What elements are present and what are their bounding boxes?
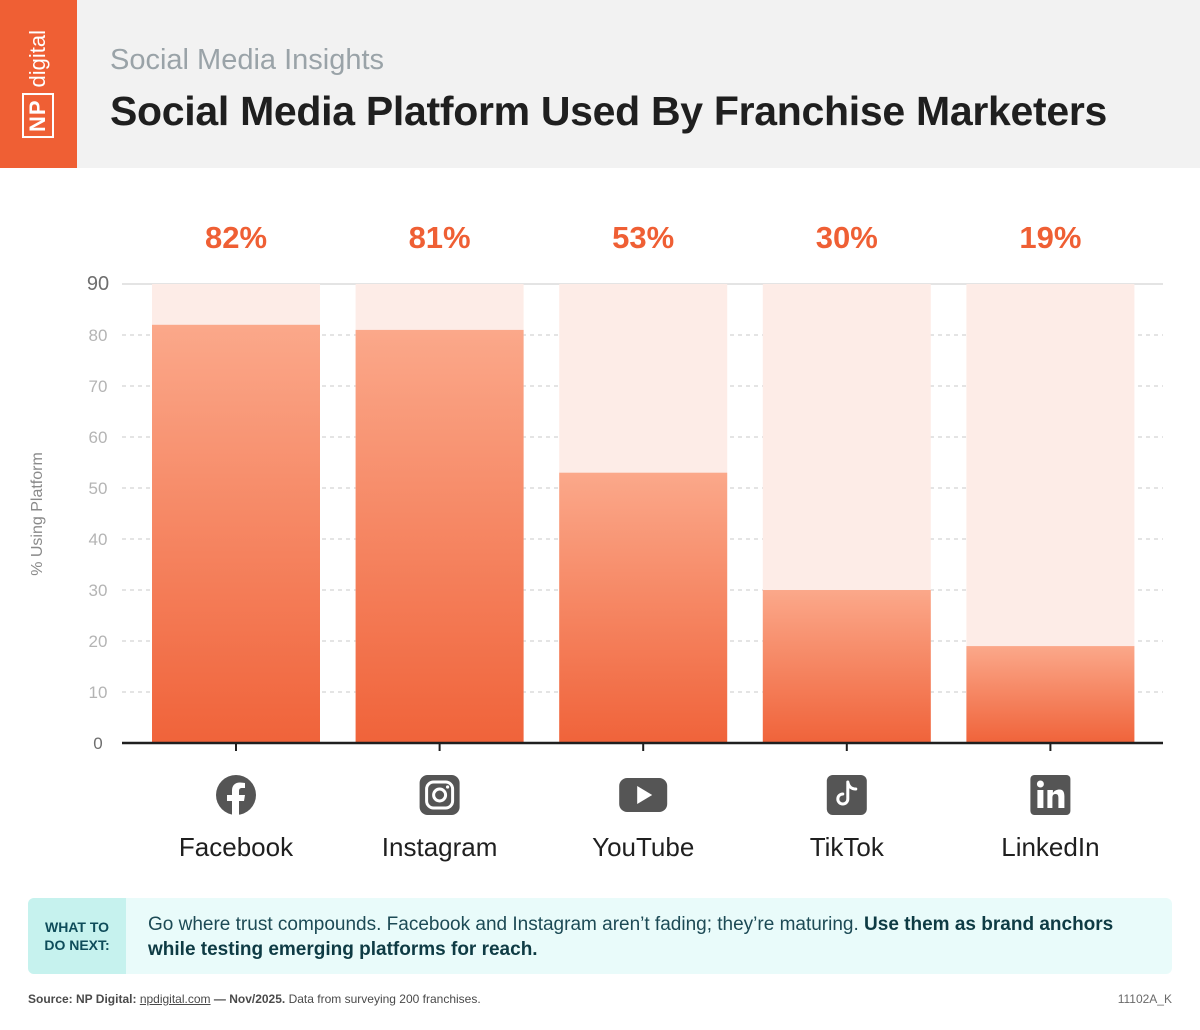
youtube-icon [619,778,668,812]
y-tick-label: 20 [89,632,108,651]
what-to-do-next-label: WHAT TO DO NEXT: [28,898,126,974]
page-title: Social Media Platform Used By Franchise … [110,88,1108,134]
bar-instagram[interactable] [355,329,524,743]
source-link[interactable]: npdigital.com [139,992,211,1006]
bar-chart: 0 10 20 30 40 50 60 70 80 90 82% 81% 53% 30% 19% Face… [29,220,1163,862]
chart-code: 11102A_K [1117,992,1172,1006]
y-tick-label: 70 [89,377,108,396]
value-label: 30% [816,220,878,255]
y-tick-label: 30 [89,581,108,600]
source-date: — Nov/2025. [213,992,286,1006]
value-label: 81% [409,220,471,255]
y-tick-label: 10 [89,683,108,702]
facebook-icon [216,775,256,815]
x-axis [122,741,1163,751]
y-tick-label: 60 [89,428,108,447]
value-labels: 82% 81% 53% 30% 19% [205,220,1081,255]
source-note-text: Data from surveying 200 franchises. [288,992,481,1006]
value-label: 53% [612,220,674,255]
bar-youtube[interactable] [559,472,728,743]
category-icons [216,775,1071,815]
y-tick-label: 0 [93,734,102,753]
y-axis-label: % Using Platform [29,452,46,576]
bar-facebook[interactable] [152,324,320,743]
category-label: TikTok [810,832,885,862]
kicker: Social Media Insights [110,44,385,76]
what-to-do-next-box: WHAT TO DO NEXT: Go where trust compound… [28,898,1172,974]
category-labels: Facebook Instagram YouTube TikTok LinkedIn [179,832,1100,862]
value-label: 19% [1019,220,1081,255]
bars [152,324,1135,743]
category-label: Instagram [382,832,498,862]
value-label: 82% [205,220,267,255]
source-label: Source: NP Digital: [28,992,137,1006]
y-tick-label: 50 [89,479,108,498]
y-tick-labels: 0 10 20 30 40 50 60 70 80 90 [87,273,109,753]
y-tick-label: 90 [87,273,109,295]
np-digital-logo: NP digital [0,0,77,168]
y-tick-label: 80 [89,326,108,345]
header: NP digital Social Media Insights Social … [0,0,1200,168]
what-to-do-next-text: Go where trust compounds. Facebook and I… [148,912,1148,962]
next-text-bold: Use them as brand anchors while testing … [148,914,1114,960]
y-tick-label: 40 [89,530,108,549]
linkedin-icon [1030,775,1071,815]
bar-tiktok[interactable] [762,590,931,743]
next-text: Go where trust compounds. Facebook and I… [148,914,865,935]
tiktok-icon [826,775,867,815]
category-label: YouTube [592,832,694,862]
instagram-icon [419,775,460,815]
bar-linkedin[interactable] [966,646,1135,743]
source-note: Source: NP Digital: npdigital.com — Nov/… [28,992,481,1006]
category-label: LinkedIn [1001,832,1099,862]
category-label: Facebook [179,832,294,862]
